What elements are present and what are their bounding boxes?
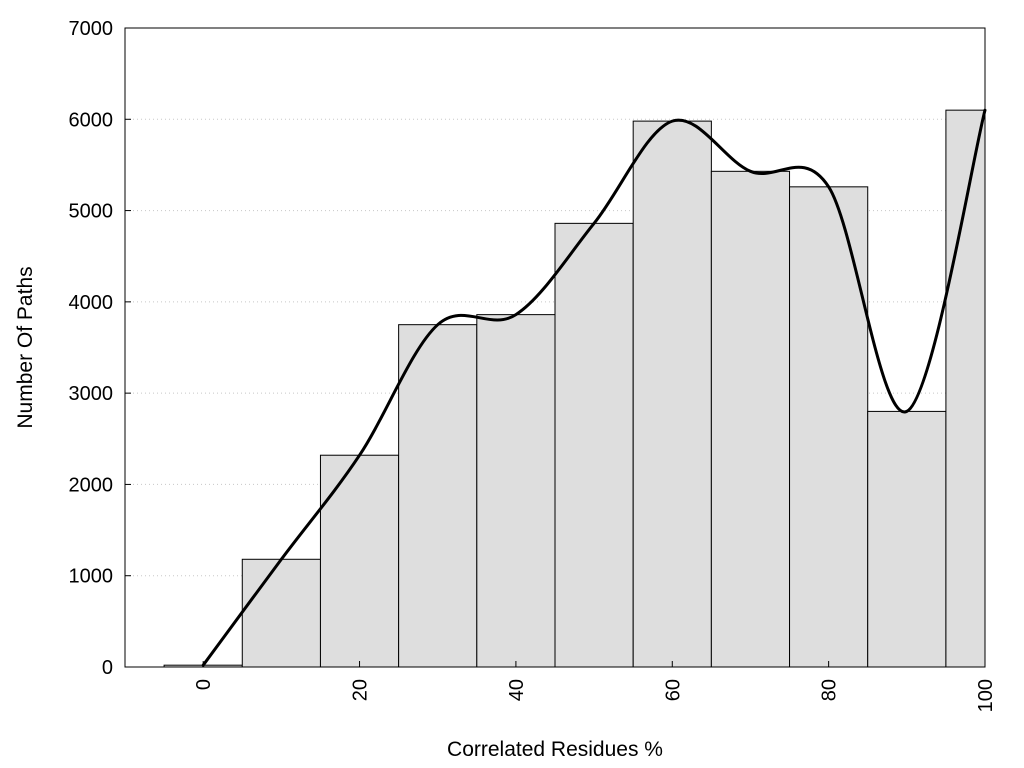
bars [163,109,986,668]
plot-frame [124,27,986,668]
x-axis-label: Correlated Residues % [447,738,663,761]
bar [241,558,321,668]
x-tick-label: 60 [662,679,684,701]
x-tick-label: 80 [819,679,841,701]
x-tick-label: 40 [506,679,528,701]
bar [789,186,869,668]
x-tick-label: 100 [975,679,997,712]
y-tick-label: 0 [102,657,113,679]
y-tick-label: 4000 [69,292,114,314]
bar [319,454,400,668]
smoothed-curve-line [201,108,987,667]
bar [632,120,712,668]
y-axis-ticks: 0 1000 2000 3000 4000 5000 6000 7000 [69,18,131,679]
y-tick-label: 6000 [69,109,114,131]
bar [710,170,791,668]
y-tick-label: 2000 [69,474,114,496]
x-tick-label: 20 [350,679,372,701]
bar [398,324,478,668]
y-tick-label: 1000 [69,566,114,588]
y-tick-label: 3000 [69,383,114,405]
bar [476,314,556,668]
y-tick-label: 5000 [69,201,114,223]
bar [945,109,986,668]
y-axis-label: Number Of Paths [14,266,37,428]
bar [867,410,947,668]
x-tick-label: 0 [193,679,215,690]
x-axis-ticks: 0 20 40 60 80 100 [193,661,997,712]
y-tick-label: 7000 [69,18,114,40]
bar [554,222,634,668]
